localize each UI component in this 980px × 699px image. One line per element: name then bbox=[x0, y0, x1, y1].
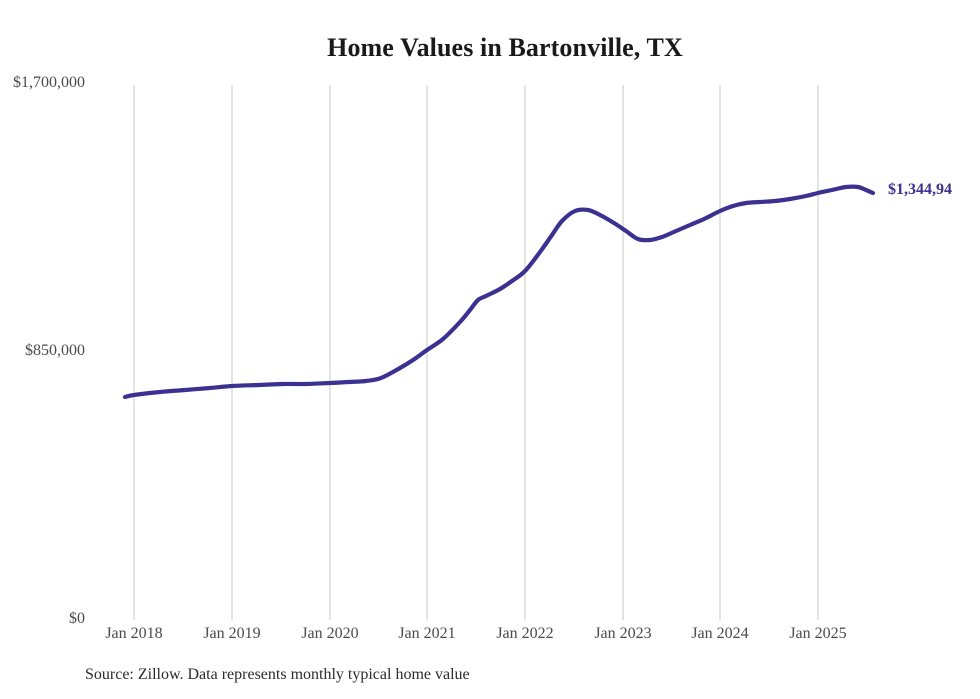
home-value-line bbox=[122, 184, 876, 400]
source-note: Source: Zillow. Data represents monthly … bbox=[85, 666, 470, 683]
x-axis-tick-jan-2020: Jan 2020 bbox=[301, 625, 359, 642]
y-axis-tick-0: $0 bbox=[69, 610, 85, 627]
x-axis-tick-jan-2021: Jan 2021 bbox=[398, 625, 456, 642]
x-axis-tick-jan-2023: Jan 2023 bbox=[594, 625, 652, 642]
x-axis-tick-jan-2025: Jan 2025 bbox=[789, 625, 847, 642]
chart-title: Home Values in Bartonville, TX bbox=[327, 33, 683, 62]
y-axis-tick-850000: $850,000 bbox=[25, 342, 85, 359]
x-axis-tick-jan-2022: Jan 2022 bbox=[496, 625, 554, 642]
line-series bbox=[122, 184, 876, 400]
series-end-value-label: $1,344,94 bbox=[888, 181, 952, 198]
x-axis-tick-jan-2019: Jan 2019 bbox=[203, 625, 261, 642]
gridlines bbox=[133, 85, 819, 620]
y-axis-tick-1700000: $1,700,000 bbox=[13, 74, 85, 91]
x-axis-tick-jan-2024: Jan 2024 bbox=[691, 625, 749, 642]
x-axis-tick-jan-2018: Jan 2018 bbox=[105, 625, 163, 642]
